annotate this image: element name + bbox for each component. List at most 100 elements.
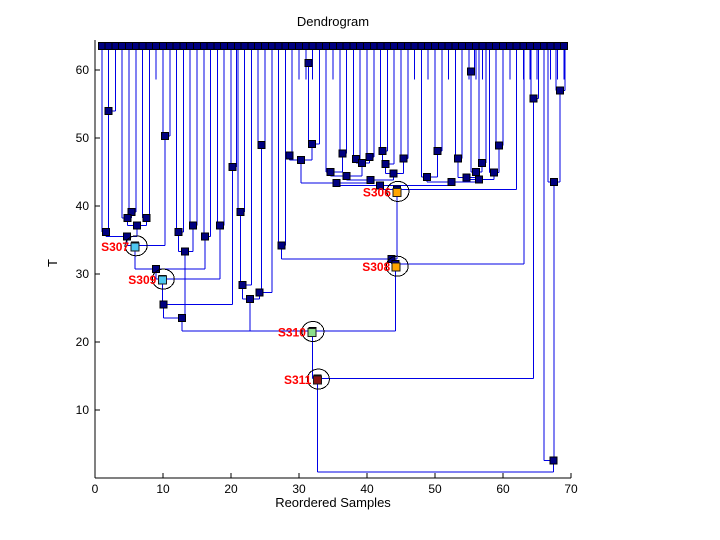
- merge-marker: [255, 288, 264, 297]
- leaf-marker: [247, 42, 256, 51]
- leaf-marker: [533, 42, 541, 51]
- leaf-marker: [526, 42, 535, 51]
- leaf-marker: [458, 42, 467, 51]
- leaf-marker: [485, 42, 494, 51]
- leaf-marker: [179, 42, 188, 51]
- leaf-marker: [403, 42, 412, 51]
- leaf-marker: [125, 42, 133, 51]
- leaf-marker: [281, 42, 290, 51]
- merge-marker: [447, 178, 456, 187]
- leaf-marker: [131, 42, 140, 51]
- annotation-label: S308: [362, 260, 390, 274]
- merge-marker: [188, 221, 197, 230]
- merge-marker: [307, 140, 316, 149]
- merge-marker: [161, 131, 170, 140]
- leaf-marker: [410, 42, 419, 51]
- leaf-marker: [390, 42, 399, 51]
- y-tick-label: 10: [76, 403, 90, 417]
- merge-marker: [399, 154, 408, 163]
- leaf-marker: [193, 42, 201, 51]
- y-tick-label: 60: [76, 63, 90, 77]
- merge-marker: [342, 172, 351, 181]
- merge-marker: [142, 214, 151, 223]
- merge-marker: [236, 208, 245, 217]
- annotation-label: S306: [363, 185, 391, 199]
- merge-marker: [387, 255, 396, 264]
- annotation-marker: [157, 275, 167, 285]
- merge-marker: [422, 172, 431, 181]
- leaf-marker: [329, 42, 337, 51]
- x-tick-label: 20: [224, 482, 238, 496]
- leaf-marker: [111, 42, 120, 51]
- annotation-marker: [392, 187, 402, 197]
- merge-marker: [550, 178, 558, 187]
- merge-marker: [277, 241, 286, 250]
- leaf-marker: [424, 42, 433, 51]
- merge-marker: [358, 159, 367, 168]
- merge-marker: [238, 280, 247, 289]
- leaf-marker: [553, 42, 562, 51]
- merge-marker: [549, 456, 558, 465]
- merge-marker: [127, 208, 136, 217]
- leaf-marker: [308, 42, 317, 51]
- merge-marker: [556, 86, 565, 95]
- leaf-marker: [288, 42, 297, 51]
- merge-marker: [104, 106, 113, 115]
- leaf-marker: [233, 42, 242, 51]
- leaf-marker: [254, 42, 263, 51]
- merge-marker: [297, 155, 306, 164]
- leaf-marker: [499, 42, 507, 51]
- merge-marker: [366, 176, 375, 185]
- leaf-marker: [451, 42, 460, 51]
- merge-marker: [365, 153, 374, 162]
- leaf-marker: [376, 42, 385, 51]
- leaf-marker: [206, 42, 215, 51]
- annotation-marker: [312, 375, 322, 385]
- x-tick-label: 70: [564, 482, 578, 496]
- merge-marker: [389, 169, 398, 178]
- cluster-annotations: S307 S309 S310 S311 S306 S308: [101, 180, 410, 390]
- leaf-marker: [227, 42, 235, 51]
- x-tick-label: 0: [92, 482, 99, 496]
- leaf-marker: [295, 42, 303, 51]
- merge-marker: [304, 59, 313, 68]
- annotation-circle: [151, 268, 175, 290]
- annotation-circle: [124, 235, 148, 257]
- leaf-marker: [138, 42, 147, 51]
- leaf-marker: [274, 42, 283, 51]
- leaf-marker: [104, 42, 113, 51]
- annotation-label: S310: [278, 325, 306, 339]
- leaf-marker: [546, 42, 555, 51]
- leaf-marker: [349, 42, 358, 51]
- merge-marker: [454, 154, 463, 163]
- leaf-marker: [342, 42, 351, 51]
- leaf-marker: [152, 42, 161, 51]
- leaf-marker: [356, 42, 365, 51]
- annotation-marker: [130, 242, 140, 252]
- merge-marker: [216, 221, 225, 230]
- leaf-marker: [478, 42, 487, 51]
- x-tick-label: 50: [428, 482, 442, 496]
- leaf-marker: [145, 42, 154, 51]
- merge-marker: [494, 141, 503, 150]
- leaf-marker: [471, 42, 480, 51]
- leaf-marker: [539, 42, 548, 51]
- x-axis-label: Reordered Samples: [275, 495, 391, 510]
- merge-marker: [178, 314, 187, 323]
- leaf-marker: [505, 42, 514, 51]
- merge-marker: [180, 247, 189, 256]
- leaf-marker: [186, 42, 195, 51]
- leaf-marker: [369, 42, 378, 51]
- y-tick-label: 20: [76, 335, 90, 349]
- annotation-circle: [386, 180, 410, 202]
- leaf-marker: [267, 42, 276, 51]
- x-tick-label: 60: [496, 482, 510, 496]
- leaf-marker: [437, 42, 446, 51]
- axes: 0 10 20 30 40 50 60 70 10 20 30 40 50 60: [76, 40, 578, 496]
- merge-marker: [326, 168, 335, 176]
- annotation-circle: [385, 255, 409, 277]
- merge-marker: [475, 175, 484, 184]
- leaf-marker: [97, 42, 106, 51]
- y-tick-label: 50: [76, 131, 90, 145]
- leaf-marker: [213, 42, 222, 51]
